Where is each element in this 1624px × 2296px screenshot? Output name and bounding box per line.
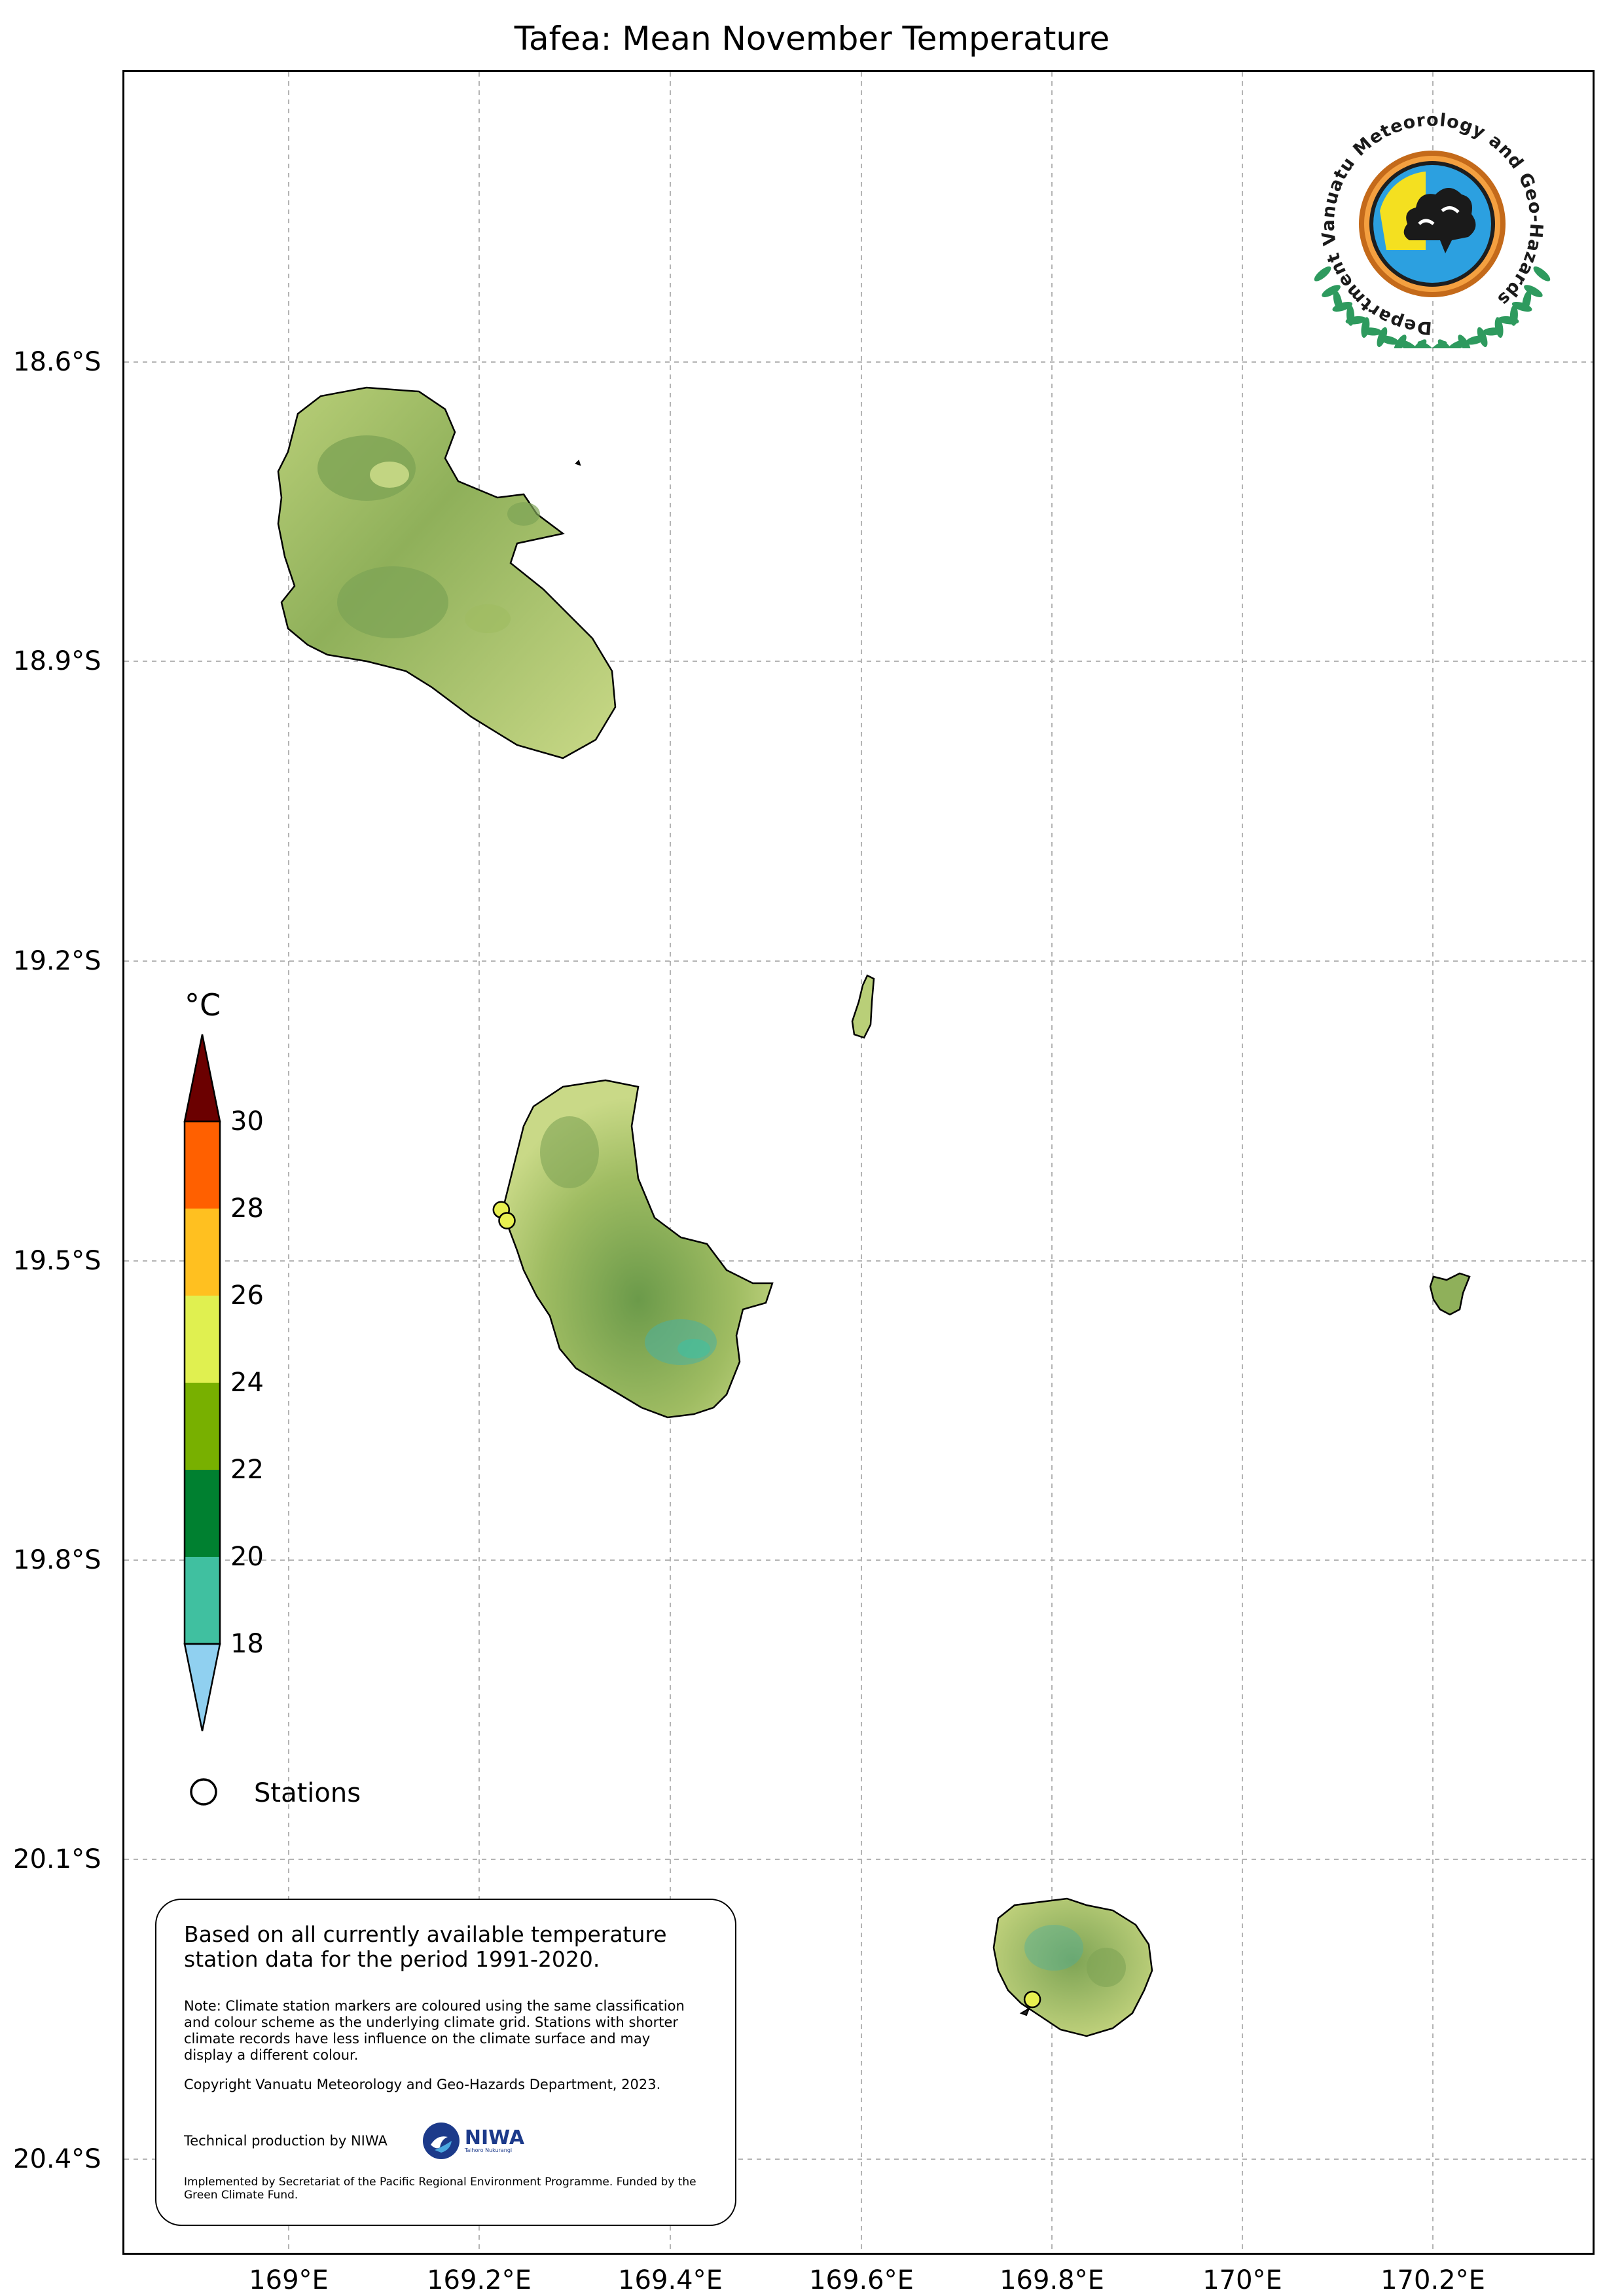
colorbar-band-22-24 (185, 1383, 220, 1470)
stations-legend-label: Stations (254, 1778, 361, 1808)
lat-tick-label: 20.4°S (13, 2144, 101, 2174)
station-marker[interactable] (498, 1212, 516, 1230)
station-markers (492, 1201, 1041, 2009)
notes-main-text: Based on all currently available tempera… (184, 1922, 667, 1972)
colorbar-extend-bottom (183, 1643, 221, 1732)
lon-tick-label: 169.4°E (618, 2265, 723, 2295)
islet (1019, 2007, 1031, 2016)
niwa-emblem-icon (422, 2123, 460, 2159)
lon-tick-label: 169.6°E (809, 2265, 914, 2295)
colorbar-tick-label: 24 (230, 1368, 264, 1398)
colorbar-tick-label: 18 (230, 1629, 264, 1659)
island-aniwa (851, 974, 875, 1039)
lat-tick-label: 19.8°S (13, 1545, 101, 1575)
gridlines (124, 72, 1593, 2253)
laurel-wreath-icon (1314, 266, 1551, 348)
cloud-icon (1403, 188, 1476, 253)
notes-funding: Implemented by Secretariat of the Pacifi… (184, 2176, 696, 2202)
vmgd-logo: Department Vanuatu Meteorology and Geo-H… (1314, 110, 1551, 348)
lon-tick-label: 169.8°E (1000, 2265, 1104, 2295)
notes-stations-text: Note: Climate station markers are colour… (184, 1998, 685, 2063)
niwa-logo-text: NIWA (464, 2126, 525, 2149)
colorbar-tick-label: 20 (230, 1542, 264, 1572)
colorbar-tick-label: 26 (230, 1281, 264, 1311)
lon-tick-label: 170°E (1202, 2265, 1282, 2295)
notes-box: Based on all currently available tempera… (155, 1899, 736, 2226)
stations-legend-marker (190, 1778, 217, 1806)
lon-tick-label: 170.2°E (1380, 2265, 1485, 2295)
lat-tick-label: 19.2°S (13, 946, 101, 976)
colorbar-band-26-28 (185, 1209, 220, 1296)
colorbar-band-18-20 (185, 1557, 220, 1644)
colorbar-unit: °C (185, 987, 221, 1023)
colorbar-band-20-22 (185, 1470, 220, 1557)
islet (575, 460, 581, 466)
notes-copyright: Copyright Vanuatu Meteorology and Geo-Ha… (184, 2077, 661, 2092)
colorbar-band-24-26 (185, 1296, 220, 1383)
colorbar-tick-label: 22 (230, 1455, 264, 1485)
colorbar (183, 1034, 221, 1732)
island-aneityum (992, 1897, 1153, 2037)
technical-production-label: Technical production by NIWA (184, 2133, 388, 2149)
island-tanna (503, 1079, 774, 1419)
lon-tick-label: 169.2°E (427, 2265, 532, 2295)
colorbar-band-28-30 (185, 1121, 220, 1209)
station-marker[interactable] (1023, 1990, 1041, 2009)
lat-tick-label: 20.1°S (13, 1844, 101, 1874)
lat-tick-label: 18.6°S (13, 347, 101, 377)
colorbar-tick-label: 30 (230, 1106, 264, 1137)
colorbar-tick-label: 28 (230, 1194, 264, 1224)
colorbar-extend-top (183, 1034, 221, 1123)
niwa-logo-subtext: Taihoro Nukurangi (464, 2147, 513, 2153)
lat-tick-label: 18.9°S (13, 646, 101, 676)
island-erromango (277, 386, 617, 759)
lon-tick-label: 169°E (249, 2265, 329, 2295)
technical-production-row: Technical production by NIWA NIWA Taihor… (184, 2118, 708, 2164)
island-futuna (1429, 1272, 1471, 1316)
map-frame[interactable] (122, 70, 1595, 2255)
map-title: Tafea: Mean November Temperature (514, 20, 1110, 58)
lat-tick-label: 19.5°S (13, 1246, 101, 1276)
niwa-logo: NIWA Taihoro Nukurangi (422, 2121, 524, 2160)
